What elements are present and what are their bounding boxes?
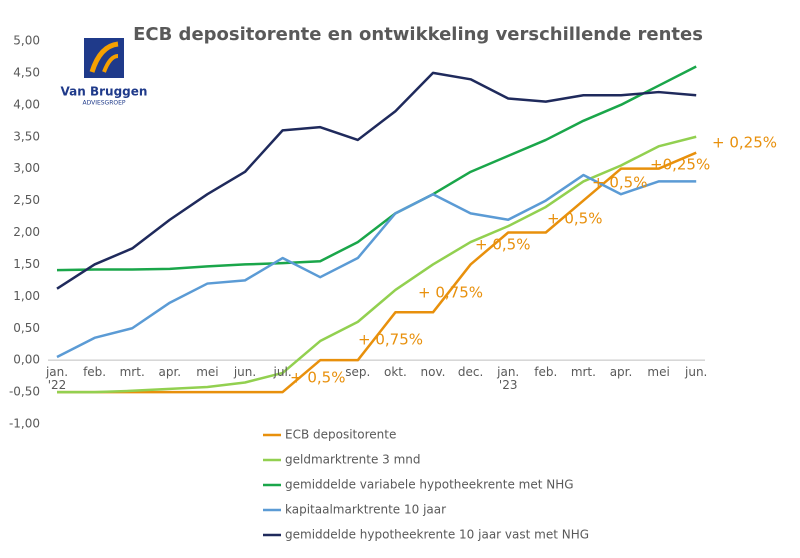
y-tick-label: 0,00 — [13, 353, 40, 367]
logo-subtitle: ADVIESGROEP — [82, 100, 125, 107]
annotation: + 0,75% — [418, 284, 483, 302]
x-tick-label: jun. — [233, 365, 257, 380]
x-tick-label: feb. — [534, 365, 558, 380]
x-tick-label: jul. — [273, 365, 292, 380]
x-tick-label: mei — [196, 365, 219, 380]
x-tick-label: feb. — [83, 365, 107, 380]
x-tick-label: jan. '22 — [45, 365, 69, 393]
y-tick-label: 3,00 — [13, 161, 40, 175]
x-tick-label: sep. — [345, 365, 371, 380]
series-line — [56, 65, 697, 272]
annotation: + 0,75% — [358, 331, 423, 349]
y-tick-label: 1,50 — [13, 257, 40, 271]
logo-name: Van Bruggen — [61, 85, 148, 99]
annotation: +0,25% — [650, 156, 710, 174]
chart-title: ECB depositorente en ontwikkeling versch… — [133, 24, 703, 45]
series-line — [56, 173, 697, 359]
legend-label: geldmarktrente 3 mnd — [285, 453, 421, 467]
y-tick-label: 4,00 — [13, 97, 40, 111]
logo-icon — [84, 38, 124, 78]
annotation: + 0,25% — [712, 134, 777, 152]
x-tick-label: mrt. — [570, 365, 596, 380]
y-tick-label: 5,00 — [13, 34, 40, 48]
x-tick-label: mrt. — [119, 365, 145, 380]
x-tick-label: dec. — [457, 365, 484, 380]
legend-label: gemiddelde variabele hypotheekrente met … — [285, 478, 574, 492]
x-tick-label: mei — [647, 365, 670, 380]
x-tick-label: apr. — [158, 365, 182, 380]
y-tick-label: 3,50 — [13, 129, 40, 143]
series-line — [57, 151, 697, 394]
annotation: + 0,5% — [290, 369, 345, 387]
y-tick-label: 2,50 — [13, 193, 40, 207]
series-line — [56, 71, 697, 290]
y-tick-label: 4,50 — [13, 65, 40, 79]
y-tick-label: -1,00 — [9, 417, 40, 431]
annotation: + 0,5% — [592, 174, 647, 192]
x-tick-label: jan. '23 — [497, 365, 520, 393]
y-tick-label: -0,50 — [9, 385, 40, 399]
y-tick-label: 2,00 — [13, 225, 40, 239]
legend-label: ECB depositorente — [285, 428, 396, 442]
x-tick-label: okt. — [383, 365, 407, 380]
x-tick-label: jun. — [685, 365, 708, 380]
annotation: + 0,5% — [475, 236, 530, 254]
x-tick-label: nov. — [420, 365, 446, 380]
x-tick-label: apr. — [609, 365, 633, 380]
y-tick-label: 0,50 — [13, 321, 40, 335]
annotation: + 0,5% — [547, 210, 602, 228]
y-tick-label: 1,00 — [13, 289, 40, 303]
legend-label: kapitaalmarktrente 10 jaar — [285, 503, 446, 517]
legend-label: gemiddelde hypotheekrente 10 jaar vast m… — [285, 528, 589, 542]
